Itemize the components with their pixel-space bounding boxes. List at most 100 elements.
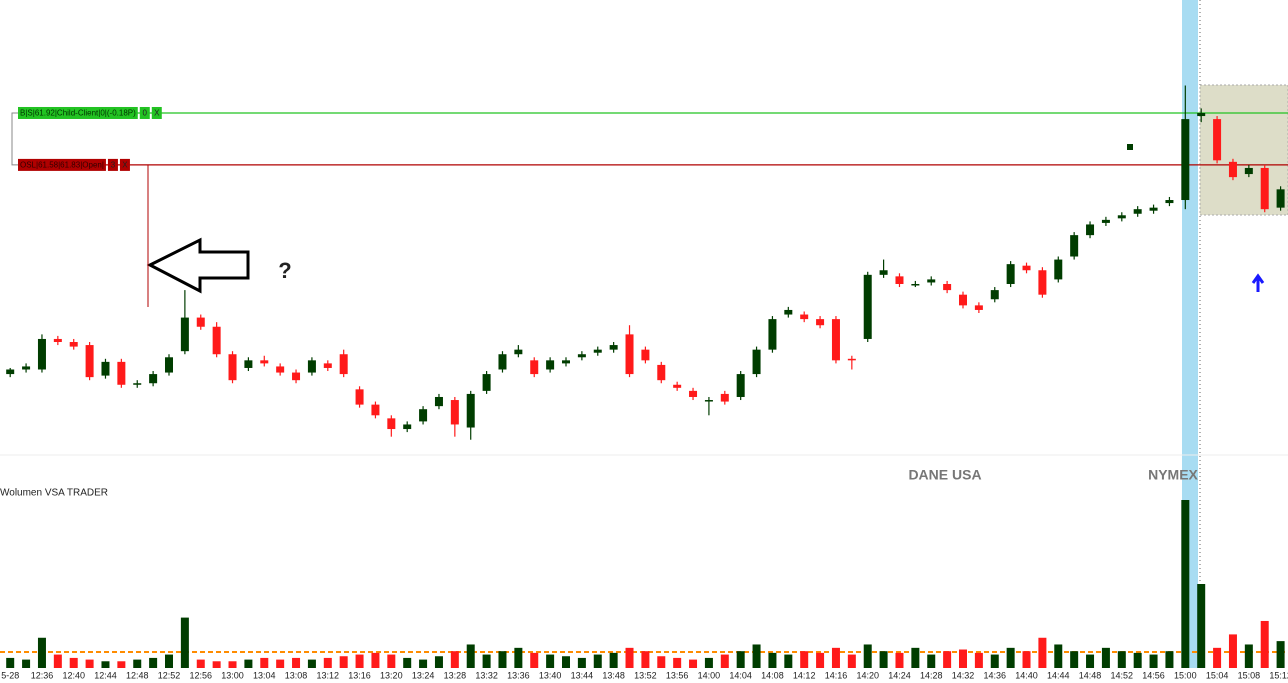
session-label: DANE USA bbox=[908, 467, 981, 483]
volume-bar bbox=[784, 654, 793, 668]
candle-body bbox=[180, 317, 189, 352]
candle-body bbox=[831, 319, 840, 361]
candle-body bbox=[1006, 264, 1015, 284]
x-tick-label: 5-28 bbox=[1, 670, 19, 680]
volume-bar bbox=[641, 651, 650, 668]
x-tick-label: 14:40 bbox=[1015, 670, 1038, 680]
candle-body bbox=[720, 393, 729, 402]
candle-body bbox=[863, 274, 872, 339]
volume-bar bbox=[260, 657, 269, 668]
candle-body bbox=[323, 363, 332, 368]
signal-marker bbox=[1127, 144, 1133, 150]
candle-body bbox=[927, 279, 936, 283]
volume-bar bbox=[800, 651, 809, 668]
candle-body bbox=[1181, 119, 1190, 201]
candle-body bbox=[736, 374, 745, 397]
order-label: B|S|61.92|Child-Client|0|(-0.18P) bbox=[20, 109, 136, 118]
volume-bar bbox=[927, 654, 936, 668]
x-tick-label: 13:40 bbox=[539, 670, 562, 680]
candle-body bbox=[339, 354, 348, 375]
volume-bar bbox=[895, 652, 904, 668]
candle-body bbox=[482, 374, 491, 391]
candle-body bbox=[1070, 235, 1079, 257]
order-button-label: 3 bbox=[111, 161, 116, 170]
volume-bar bbox=[101, 661, 110, 668]
candle-body bbox=[6, 369, 15, 375]
candle-body bbox=[165, 357, 173, 373]
candle-body bbox=[704, 400, 713, 402]
candle-body bbox=[1117, 215, 1126, 219]
order-button-label: X bbox=[122, 161, 128, 170]
candle-body bbox=[276, 366, 285, 373]
volume-bar bbox=[53, 654, 62, 668]
volume-bar bbox=[1038, 637, 1047, 668]
candle-body bbox=[562, 360, 570, 364]
volume-bar bbox=[943, 651, 952, 668]
volume-bar bbox=[816, 652, 825, 668]
candle-body bbox=[847, 358, 856, 361]
volume-bar bbox=[562, 656, 570, 668]
volume-bar bbox=[450, 651, 459, 668]
volume-bar bbox=[355, 654, 364, 668]
volume-bar bbox=[530, 652, 539, 668]
order-button[interactable] bbox=[107, 158, 118, 171]
candle-body bbox=[641, 349, 650, 361]
candle-body bbox=[1228, 161, 1237, 178]
x-tick-label: 12:52 bbox=[158, 670, 181, 680]
volume-bar bbox=[911, 647, 920, 668]
candle-body bbox=[307, 360, 316, 373]
volume-title: Wolumen VSA TRADER bbox=[0, 488, 108, 499]
x-tick-label: 13:24 bbox=[412, 670, 435, 680]
candle-body bbox=[1244, 167, 1253, 175]
x-tick-label: 14:08 bbox=[761, 670, 784, 680]
order-button[interactable] bbox=[119, 158, 130, 171]
x-tick-label: 15:08 bbox=[1238, 670, 1261, 680]
candle-body bbox=[609, 345, 618, 350]
volume-bar bbox=[307, 659, 316, 668]
x-tick-label: 14:56 bbox=[1142, 670, 1165, 680]
volume-bar bbox=[419, 659, 428, 668]
question-mark: ? bbox=[278, 258, 291, 283]
volume-bar bbox=[1006, 647, 1015, 668]
x-tick-label: 13:28 bbox=[444, 670, 467, 680]
volume-bar bbox=[752, 644, 761, 668]
x-tick-label: 15:00 bbox=[1174, 670, 1197, 680]
order-button-label: 0 bbox=[143, 109, 148, 118]
time-axis bbox=[0, 668, 1288, 683]
up-arrow bbox=[1251, 273, 1265, 292]
candle-body bbox=[101, 361, 110, 376]
volume-bar bbox=[847, 654, 856, 668]
candle-body bbox=[371, 404, 380, 416]
x-tick-label: 13:12 bbox=[317, 670, 340, 680]
volume-bar bbox=[863, 644, 872, 668]
candle-body bbox=[117, 361, 126, 385]
x-tick-label: 12:48 bbox=[126, 670, 149, 680]
order-button[interactable] bbox=[151, 106, 162, 119]
x-tick-label: 14:48 bbox=[1079, 670, 1102, 680]
x-tick-label: 13:00 bbox=[221, 670, 244, 680]
x-tick-label: 13:36 bbox=[507, 670, 530, 680]
volume-bar bbox=[339, 656, 348, 668]
candle-body bbox=[22, 366, 31, 370]
volume-bar bbox=[69, 657, 78, 668]
candle-body bbox=[816, 319, 825, 326]
x-tick-label: 14:04 bbox=[729, 670, 752, 680]
x-tick-label: 13:04 bbox=[253, 670, 276, 680]
candle-body bbox=[1260, 167, 1269, 210]
volume-bar bbox=[704, 657, 713, 668]
volume-bar bbox=[514, 647, 523, 668]
volume-bar bbox=[736, 651, 745, 668]
candle-body bbox=[514, 349, 523, 355]
session-label: NYMEX bbox=[1148, 467, 1198, 483]
volume-bar bbox=[1022, 651, 1031, 668]
x-tick-label: 13:44 bbox=[571, 670, 594, 680]
x-tick-label: 13:20 bbox=[380, 670, 403, 680]
candle-body bbox=[212, 326, 221, 355]
volume-bar bbox=[1070, 651, 1079, 668]
candle-body bbox=[450, 400, 459, 425]
x-tick-label: 14:28 bbox=[920, 670, 943, 680]
order-button[interactable] bbox=[139, 106, 150, 119]
x-tick-label: 12:56 bbox=[189, 670, 212, 680]
x-tick-label: 13:16 bbox=[348, 670, 371, 680]
volume-bar bbox=[133, 659, 142, 668]
